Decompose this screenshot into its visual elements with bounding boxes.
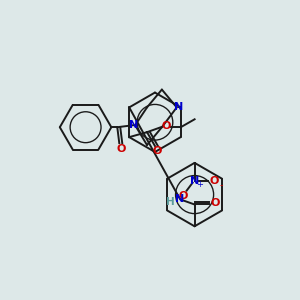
Text: -: - — [220, 180, 223, 190]
Text: O: O — [210, 176, 219, 186]
Text: O: O — [178, 190, 188, 201]
Text: N: N — [175, 194, 184, 203]
Text: N: N — [174, 102, 183, 112]
Text: O: O — [152, 146, 162, 156]
Text: O: O — [211, 199, 220, 208]
Text: H: H — [167, 196, 175, 206]
Text: N: N — [128, 120, 138, 130]
Text: N: N — [190, 176, 199, 186]
Text: O: O — [161, 121, 171, 131]
Text: O: O — [117, 144, 126, 154]
Text: +: + — [196, 180, 203, 189]
